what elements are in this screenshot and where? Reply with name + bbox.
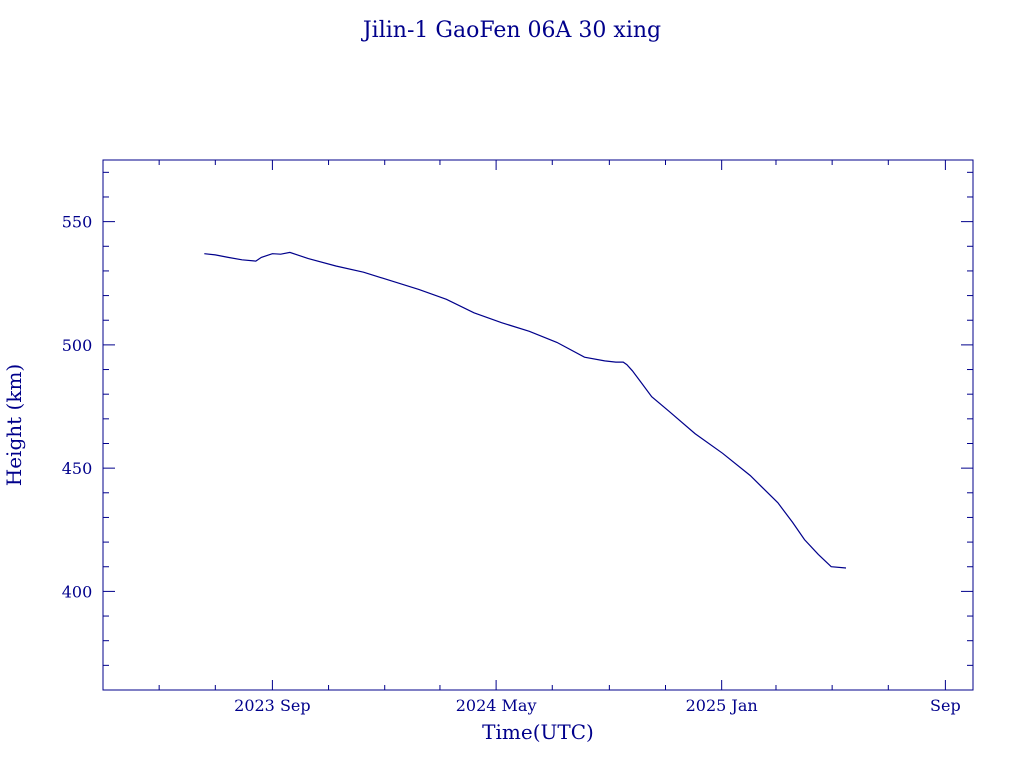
x-tick-label: Sep (930, 696, 961, 715)
y-tick-label: 550 (62, 213, 93, 232)
y-tick-label: 450 (62, 459, 93, 478)
x-tick-label: 2024 May (456, 696, 537, 715)
y-tick-labels: 400 450 500 550 (62, 213, 93, 602)
plot-frame (102, 159, 974, 691)
series-line-height (204, 251, 847, 569)
x-tick-labels: 2023 Sep 2024 May 2025 Jan Sep (234, 696, 961, 715)
y-tick-label: 500 (62, 336, 93, 355)
chart-title: Jilin-1 GaoFen 06A 30 xing (361, 18, 661, 43)
axis-ticks (102, 160, 973, 690)
x-axis-label: Time(UTC) (482, 720, 594, 744)
x-tick-label: 2025 Jan (686, 696, 758, 715)
x-tick-label: 2023 Sep (234, 696, 310, 715)
y-tick-label: 400 (62, 582, 93, 601)
y-axis-label: Height (km) (2, 364, 26, 486)
